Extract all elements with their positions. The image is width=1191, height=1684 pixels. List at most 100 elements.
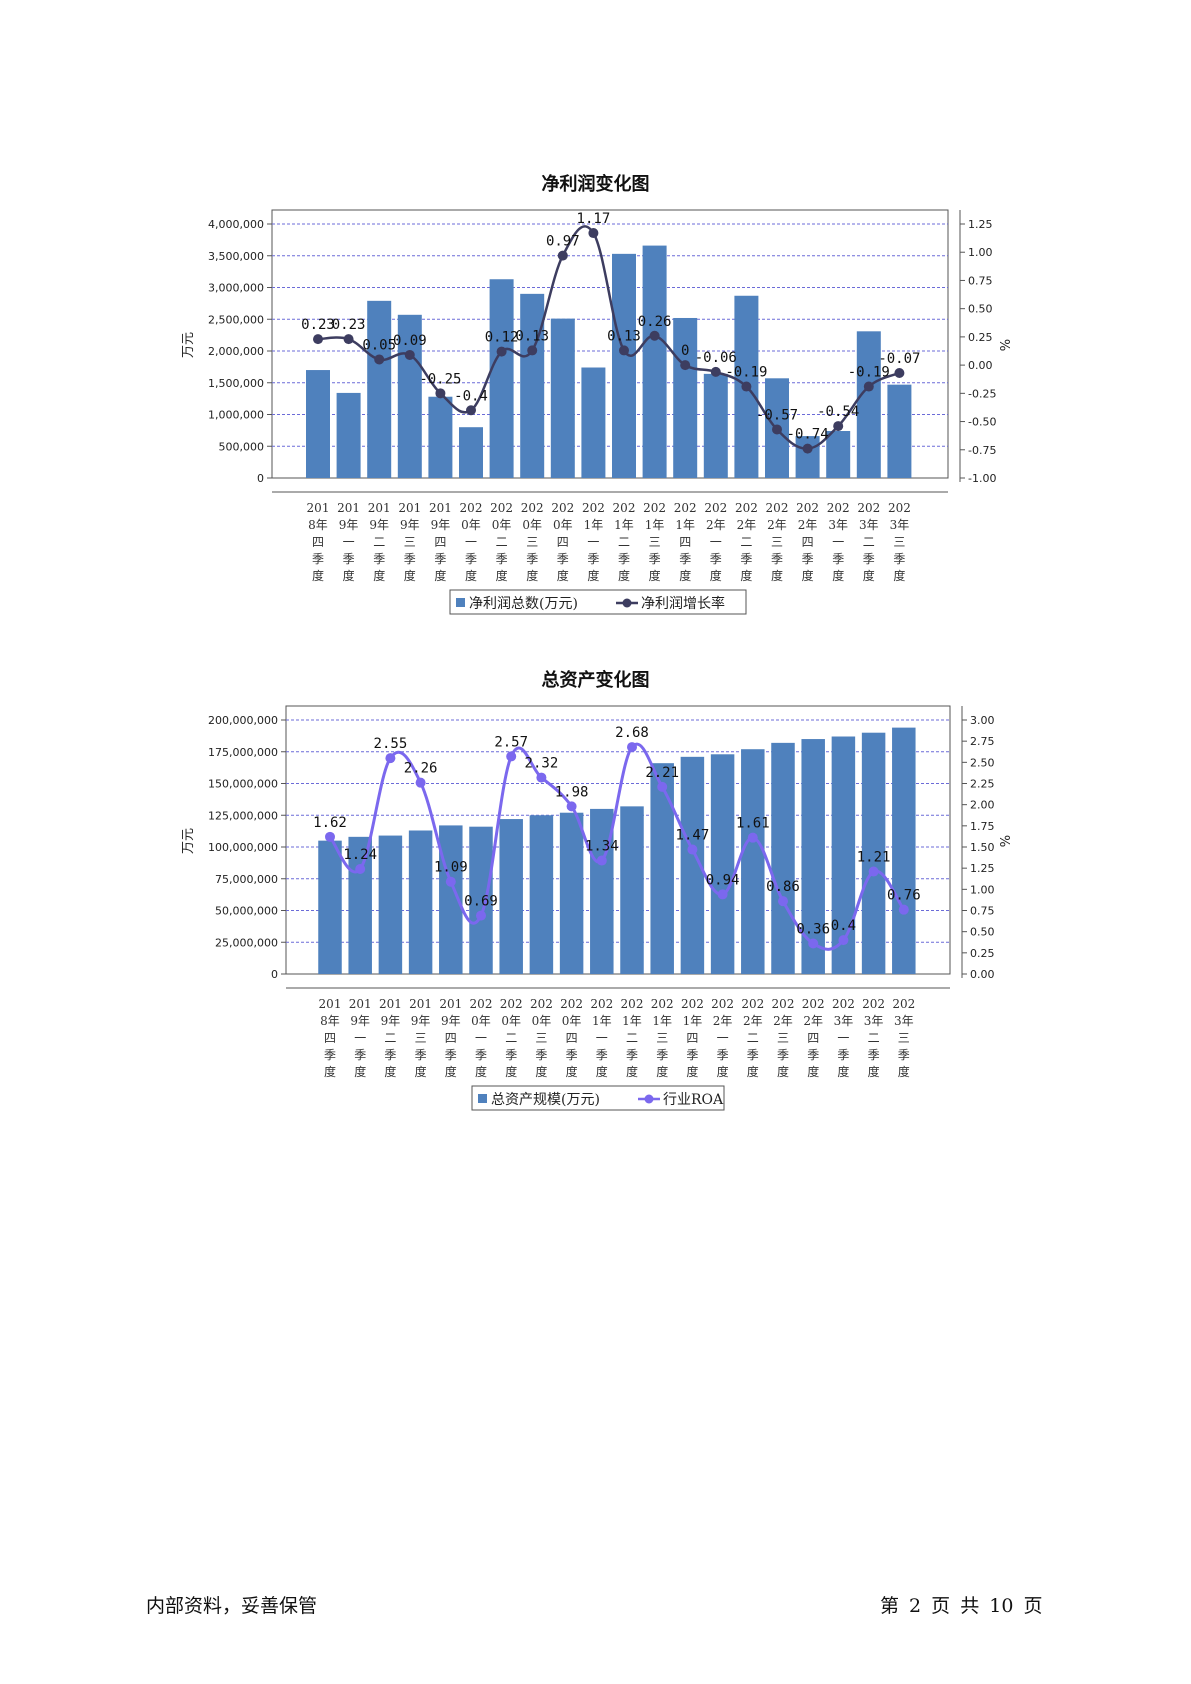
line-point (325, 831, 335, 842)
line-point (619, 345, 629, 356)
data-label: 2.26 (404, 761, 438, 777)
y-right-tick-label: -0.50 (968, 416, 996, 429)
line-point (404, 349, 415, 360)
y-right-tick-label: 0.75 (968, 274, 993, 287)
line-point (596, 855, 607, 866)
x-tick-label: 201 9年四季度 (439, 997, 462, 1079)
data-label: -0.74 (787, 427, 829, 443)
bar (650, 763, 674, 974)
bar (367, 300, 392, 478)
data-label: 2.55 (374, 736, 408, 752)
x-tick-label: 202 1年一季度 (590, 997, 613, 1079)
line-point (741, 381, 752, 392)
data-label: -0.57 (756, 407, 798, 423)
data-label: 1.21 (857, 850, 891, 866)
data-label: -0.19 (848, 365, 890, 381)
line-point (588, 228, 599, 239)
data-label: 0.26 (638, 314, 672, 330)
y-right-tick-label: 0.50 (970, 926, 995, 939)
x-tick-label: 202 1年三季度 (643, 501, 666, 583)
x-tick-label: 202 2年二季度 (735, 501, 758, 583)
data-label: 1.34 (585, 839, 619, 855)
x-tick-label: 201 9年二季度 (368, 501, 391, 583)
x-tick-label: 201 8年四季度 (307, 501, 330, 583)
legend-line-marker (644, 1094, 654, 1104)
plot-frame (271, 209, 949, 479)
y-left-tick-label: 75,000,000 (215, 873, 278, 886)
y-left-tick-label: 100,000,000 (208, 841, 278, 854)
bar (336, 392, 361, 478)
data-label: 1.98 (555, 784, 589, 800)
line-point (747, 832, 758, 843)
y-left-tick-label: 3,000,000 (208, 282, 264, 295)
data-label: 0.36 (796, 922, 830, 938)
total-assets-chart: 0 25,000,000 50,000,000 75,000,000 100,000,0… (181, 705, 1014, 1111)
legend-bar-label: 总资产规模(万元) (491, 1092, 600, 1108)
y-left-tick-label: 2,000,000 (208, 345, 264, 358)
x-tick-label: 202 2年一季度 (711, 997, 734, 1079)
x-tick-label: 202 3年一季度 (832, 997, 855, 1079)
bar (489, 279, 514, 478)
net-profit-chart: 0 500,000 1,000,000 1,500,000 2,000,000 2,500… (181, 209, 1014, 615)
line-point (894, 368, 905, 379)
line-point (355, 864, 366, 875)
y-left-tick-label: 25,000,000 (215, 936, 278, 949)
line-point (687, 844, 698, 855)
bar (887, 384, 912, 478)
line-point (343, 334, 354, 345)
data-label: 1.09 (434, 860, 468, 876)
series-line (317, 225, 900, 450)
data-label: 0.12 (485, 330, 519, 346)
data-label: 0.13 (607, 328, 641, 344)
y-right-tick-label: 1.50 (970, 841, 995, 854)
data-label: -0.25 (419, 371, 461, 387)
x-tick-label: 202 0年三季度 (530, 997, 553, 1079)
bar (520, 293, 545, 478)
line-point (898, 904, 909, 915)
line-point (627, 742, 637, 753)
x-tick-label: 201 9年三季度 (398, 501, 421, 583)
chart-title-net-profit: 净利润变化图 (541, 174, 650, 195)
line-point (868, 866, 879, 877)
y-left-axis-label: 万元 (181, 828, 196, 854)
x-tick-label: 202 3年三季度 (892, 997, 915, 1079)
x-tick-label: 202 0年四季度 (560, 997, 583, 1079)
data-label: -0.07 (878, 351, 920, 367)
y-left-tick-label: 125,000,000 (208, 809, 278, 822)
x-tick-label: 201 9年三季度 (409, 997, 432, 1079)
bar (861, 732, 886, 974)
data-label: 0 (681, 343, 689, 359)
y-left-tick-label: 1,000,000 (208, 409, 264, 422)
data-label: 0.86 (766, 879, 800, 895)
data-label: 2.68 (615, 725, 649, 741)
x-tick-label: 202 2年三季度 (766, 501, 789, 583)
y-right-tick-label: 0.00 (968, 359, 993, 372)
data-label: 0.13 (515, 328, 549, 344)
line-point (566, 801, 577, 812)
bar (378, 835, 403, 974)
data-label: 0.05 (362, 337, 396, 353)
legend-box (449, 589, 747, 615)
bar (680, 756, 705, 974)
bar (771, 742, 795, 974)
y-right-tick-label: 0.25 (970, 947, 995, 960)
line-point (710, 366, 721, 377)
y-left-tick-label: 0 (271, 968, 278, 981)
line-point (657, 781, 668, 792)
y-right-tick-label: 2.50 (970, 756, 995, 769)
x-tick-label: 202 3年二季度 (862, 997, 885, 1079)
bar (459, 427, 483, 478)
bar (892, 727, 916, 974)
x-tick-label: 202 0年二季度 (490, 501, 513, 583)
x-tick-label: 202 2年三季度 (772, 997, 795, 1079)
legend-line-marker (622, 598, 632, 608)
bar (620, 806, 644, 974)
y-right-tick-label: 2.75 (970, 735, 995, 748)
data-label: 1.17 (577, 211, 611, 227)
line-point (435, 388, 446, 399)
bar (428, 396, 453, 478)
line-point (649, 330, 660, 341)
bar (408, 830, 433, 974)
x-tick-label: 202 1年二季度 (621, 997, 644, 1079)
data-label: -0.54 (817, 404, 859, 420)
